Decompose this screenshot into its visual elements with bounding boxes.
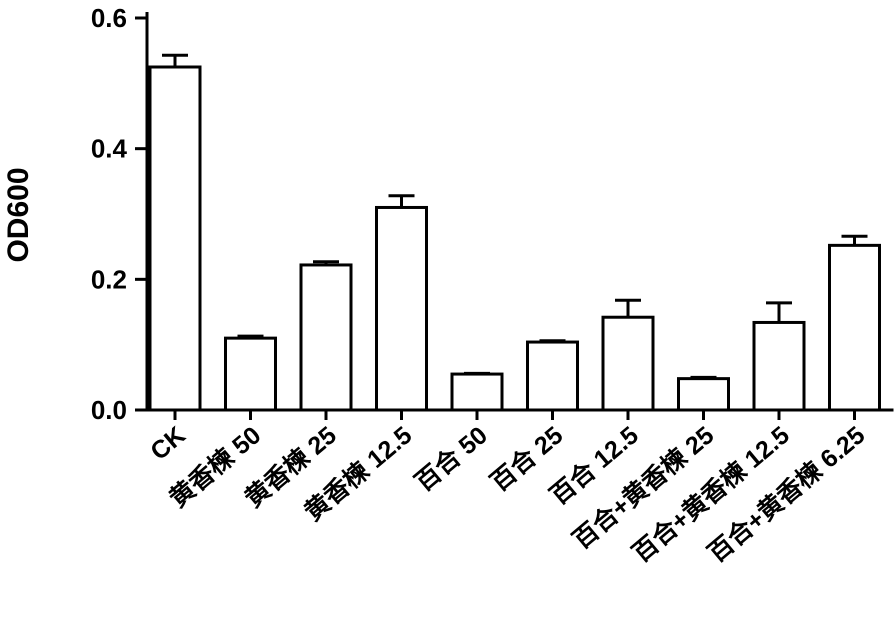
bar	[830, 245, 880, 410]
bar	[301, 265, 351, 410]
bar	[754, 322, 804, 410]
bar	[377, 207, 427, 410]
x-tick-label: 百合 50	[409, 420, 493, 497]
y-tick-label: 0.0	[91, 395, 127, 425]
plot-area: 0.00.20.40.6CK黄香楝 50黄香楝 25黄香楝 12.5百合 50百…	[91, 3, 894, 568]
y-tick-label: 0.4	[91, 134, 128, 164]
y-tick-label: 0.6	[91, 3, 127, 33]
bar	[603, 317, 653, 410]
bar	[226, 338, 276, 410]
bar	[452, 374, 502, 410]
bar-chart: 0.00.20.40.6CK黄香楝 50黄香楝 25黄香楝 12.5百合 50百…	[0, 0, 895, 636]
y-tick-label: 0.2	[91, 264, 127, 294]
bar	[679, 379, 729, 410]
bar	[528, 342, 578, 410]
bar	[150, 67, 200, 410]
y-axis-title: OD600	[2, 167, 35, 262]
x-tick-label: CK	[145, 421, 191, 466]
